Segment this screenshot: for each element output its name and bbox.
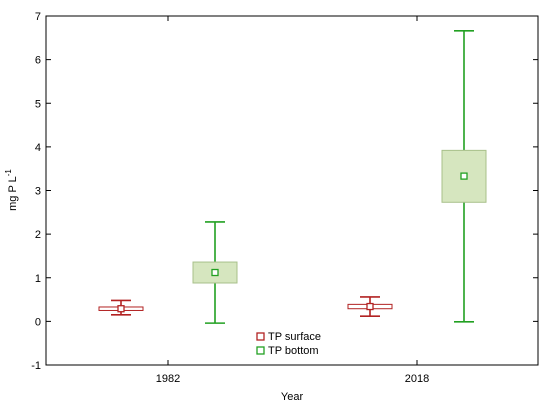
legend-swatch [256, 346, 265, 355]
y-tick-label: 5 [35, 98, 41, 110]
y-axis-label-superscript: -1 [4, 169, 13, 177]
median-marker [211, 268, 219, 277]
legend-swatch [256, 332, 265, 341]
y-tick-label: -1 [31, 360, 41, 372]
y-tick-label: 2 [35, 229, 41, 241]
legend-label: TP surface [268, 331, 321, 343]
legend-label: TP bottom [268, 345, 319, 357]
box-tp-surface-2018 [347, 296, 393, 317]
x-tick-label: 1982 [156, 373, 180, 385]
y-tick-label: 1 [35, 273, 41, 285]
box-tp-surface-1982 [98, 299, 144, 316]
box-tp-bottom-2018 [441, 30, 487, 323]
y-tick-label: 0 [35, 316, 41, 328]
median-marker [460, 172, 468, 180]
x-tick-label: 2018 [405, 373, 429, 385]
y-tick-label: 6 [35, 55, 41, 67]
box-tp-bottom-1982 [192, 221, 238, 324]
legend: TP surface TP bottom [256, 331, 321, 357]
x-axis-label: Year [281, 391, 304, 403]
y-axis-label-text: mg P L [7, 176, 19, 211]
y-axis: -1 0 1 2 3 4 5 6 7 [31, 11, 538, 372]
y-tick-label: 4 [35, 142, 41, 154]
median-marker [366, 302, 374, 311]
boxes-layer [98, 30, 487, 324]
y-axis-label: mg P L-1 [4, 169, 19, 211]
median-marker [117, 305, 125, 313]
x-axis: 1982 2018 [156, 16, 429, 385]
y-tick-label: 3 [35, 186, 41, 198]
y-tick-label: 7 [35, 11, 41, 23]
